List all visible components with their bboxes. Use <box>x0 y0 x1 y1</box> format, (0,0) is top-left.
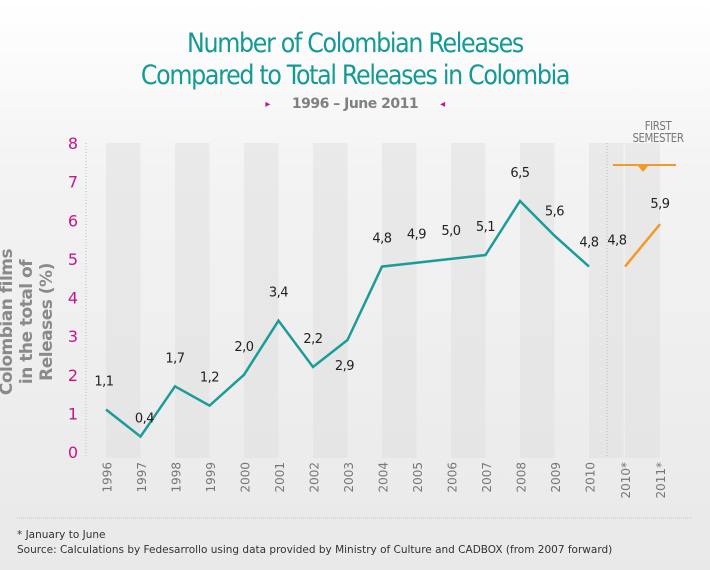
data-label: 3,4 <box>269 286 288 301</box>
first-semester-label-line1: FIRST <box>644 119 672 133</box>
semester-bracket-pointer-icon <box>638 166 648 172</box>
x-tick-label: 2003 <box>342 462 356 493</box>
y-tick-label: 3 <box>68 327 78 346</box>
x-tick-label: 2010 <box>583 462 597 493</box>
data-label: 2,2 <box>303 332 322 347</box>
y-tick-label: 5 <box>68 250 78 269</box>
annual-series-line <box>105 198 590 439</box>
data-label: 4,8 <box>579 236 598 251</box>
y-tick-label: 7 <box>68 173 78 192</box>
column-band <box>244 143 279 458</box>
column-band <box>625 143 660 458</box>
triangle-left-icon: ◂ <box>440 99 445 110</box>
x-tick-label: 1998 <box>169 462 183 493</box>
data-label: 1,7 <box>165 351 184 366</box>
data-label: 6,5 <box>510 166 529 181</box>
chart-title-line2: Compared to Total Releases in Colombia <box>140 60 571 91</box>
x-tick-label: 2011* <box>654 462 668 499</box>
data-label: 4,8 <box>607 234 626 249</box>
chart-subtitle: ▸ 1996 – June 2011 ◂ <box>0 96 710 112</box>
data-label: 4,9 <box>407 228 426 243</box>
x-tick-label: 1996 <box>100 462 114 493</box>
triangle-right-icon: ▸ <box>265 99 270 110</box>
data-label: 2,0 <box>234 340 253 355</box>
data-label: 2,9 <box>335 359 354 374</box>
first-semester-label: FIRST SEMESTER <box>624 120 692 144</box>
column-band <box>451 143 486 458</box>
x-tick-label: 2000 <box>238 462 252 493</box>
column-band <box>313 143 348 458</box>
y-tick-label: 6 <box>68 211 78 230</box>
column-band <box>382 143 417 458</box>
column-band <box>175 143 210 458</box>
data-label: 1,2 <box>200 371 219 386</box>
data-label: 5,0 <box>441 224 460 239</box>
x-tick-label: 1999 <box>204 462 218 493</box>
x-tick-label: 2002 <box>307 462 321 493</box>
subtitle-text: 1996 – June 2011 <box>291 96 419 112</box>
y-tick-label: 4 <box>68 289 78 308</box>
data-label: 1,1 <box>94 375 113 390</box>
first-semester-label-line2: SEMESTER <box>632 131 684 145</box>
x-tick-label: 1997 <box>135 462 149 493</box>
column-band <box>589 143 624 458</box>
source-note: Source: Calculations by Fedesarrollo usi… <box>17 544 613 556</box>
data-label: 5,9 <box>650 197 669 212</box>
data-label: 4,8 <box>372 232 391 247</box>
x-tick-label: 2001 <box>273 462 287 493</box>
y-tick-label: 0 <box>68 443 78 462</box>
x-tick-label: 2007 <box>480 462 494 493</box>
x-tick-label: 2006 <box>445 462 459 493</box>
data-label: 5,1 <box>476 220 495 235</box>
footnote: * January to June <box>17 529 106 541</box>
chart-title-line1: Number of Colombian Releases <box>187 28 524 59</box>
x-tick-label: 2004 <box>376 462 390 493</box>
x-tick-label: 2005 <box>411 462 425 493</box>
x-tick-label: 2009 <box>549 462 563 493</box>
column-band <box>106 143 141 458</box>
y-tick-label: 1 <box>68 404 78 423</box>
column-band <box>520 143 555 458</box>
x-tick-label: 2008 <box>514 462 528 493</box>
x-tick-label: 2010* <box>619 462 633 499</box>
data-label: 0,4 <box>135 412 154 427</box>
y-tick-label: 8 <box>68 134 78 153</box>
data-label: 5,6 <box>545 205 564 220</box>
y-tick-label: 2 <box>68 366 78 385</box>
semester-series-line <box>624 223 661 268</box>
